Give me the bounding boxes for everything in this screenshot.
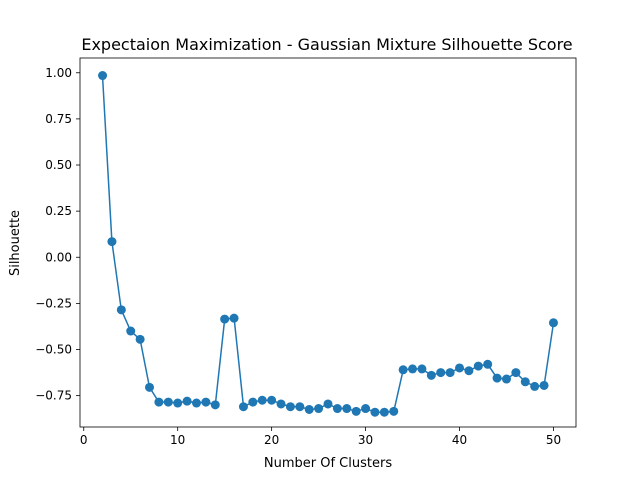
- data-point: [238, 402, 248, 412]
- data-point: [285, 402, 295, 412]
- data-point: [323, 399, 333, 409]
- chart-title: Expectaion Maximization - Gaussian Mixtu…: [81, 35, 572, 54]
- data-point: [417, 364, 427, 374]
- data-point: [182, 396, 192, 406]
- data-point: [520, 377, 530, 387]
- data-point: [154, 397, 164, 407]
- plot-frame: [79, 57, 577, 428]
- data-point: [511, 368, 521, 378]
- data-point: [389, 406, 399, 416]
- data-point: [98, 71, 108, 81]
- y-tick-label: −0.75: [35, 389, 72, 403]
- y-tick-label: 0.50: [45, 158, 72, 172]
- data-point: [229, 313, 239, 323]
- x-tick-label: 0: [80, 433, 88, 447]
- y-tick-label: −0.50: [35, 343, 72, 357]
- data-point: [304, 404, 314, 414]
- data-point: [332, 404, 342, 414]
- data-point: [370, 407, 380, 417]
- data-point: [408, 364, 418, 374]
- data-point: [116, 305, 126, 315]
- data-point: [107, 237, 117, 247]
- data-point: [257, 395, 267, 405]
- data-point: [201, 397, 211, 407]
- axes: 0 10 20 30 40 50 1.00 0.75 0.50 0.25 0.00 −0.25 −0.5…: [35, 57, 577, 447]
- y-tick-label: 1.00: [45, 66, 72, 80]
- data-point: [501, 374, 511, 384]
- data-point: [426, 370, 436, 380]
- data-point: [191, 398, 201, 408]
- y-tick-label: 0.00: [45, 250, 72, 264]
- data-point: [267, 395, 277, 405]
- y-tick-label: 0.25: [45, 204, 72, 218]
- data-point: [483, 359, 493, 369]
- plot-area: [98, 71, 558, 417]
- data-point: [342, 404, 352, 414]
- data-point: [445, 368, 455, 378]
- data-point: [220, 314, 230, 324]
- data-point: [163, 397, 173, 407]
- x-tick-label: 50: [546, 433, 561, 447]
- y-axis-label: Silhouette: [8, 210, 23, 276]
- x-tick-label: 30: [358, 433, 373, 447]
- x-tick-label: 10: [170, 433, 185, 447]
- y-tick-label: 0.75: [45, 112, 72, 126]
- data-point: [436, 368, 446, 378]
- data-point: [145, 382, 155, 392]
- data-point: [361, 404, 371, 414]
- data-point: [473, 361, 483, 371]
- data-point: [248, 397, 258, 407]
- data-point: [351, 406, 361, 416]
- data-point: [276, 399, 286, 409]
- x-axis-label: Number Of Clusters: [264, 456, 392, 471]
- data-point: [126, 326, 136, 336]
- data-point: [539, 380, 549, 390]
- data-point: [398, 365, 408, 375]
- data-point: [464, 366, 474, 376]
- x-tick-label: 20: [264, 433, 279, 447]
- data-point: [210, 400, 220, 410]
- y-tick-label: −0.25: [35, 296, 72, 310]
- data-point: [295, 402, 305, 412]
- data-point: [135, 334, 145, 344]
- data-point: [530, 381, 540, 391]
- data-point: [548, 318, 558, 328]
- data-point: [379, 407, 389, 417]
- data-point: [314, 404, 324, 414]
- data-point: [173, 398, 183, 408]
- data-point: [455, 363, 465, 373]
- data-point: [492, 373, 502, 383]
- x-tick-label: 40: [452, 433, 467, 447]
